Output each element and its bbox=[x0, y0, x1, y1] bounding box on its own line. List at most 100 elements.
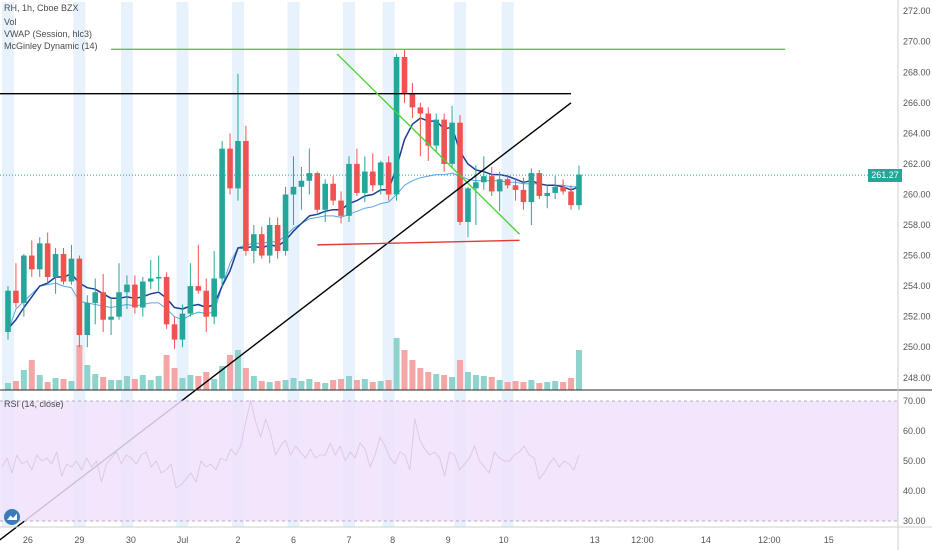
time-tick-label: 8 bbox=[390, 535, 395, 545]
volume-bar bbox=[147, 380, 154, 390]
candle-body bbox=[338, 200, 344, 216]
candle-body bbox=[36, 243, 43, 270]
time-tick-label: 30 bbox=[126, 535, 136, 545]
candle-body bbox=[5, 290, 11, 332]
session-bands bbox=[2, 2, 514, 527]
candle-body bbox=[536, 173, 543, 196]
session-band-8 bbox=[454, 2, 467, 527]
volume-bar bbox=[385, 380, 392, 390]
price-tick-label: 256.00 bbox=[903, 251, 931, 261]
volume-bar bbox=[338, 379, 345, 390]
volume-bar bbox=[536, 383, 543, 390]
volume-bar bbox=[464, 372, 471, 390]
candle-body bbox=[116, 292, 122, 317]
volume-bar bbox=[108, 380, 115, 390]
candle-body bbox=[322, 183, 328, 210]
volume-bar bbox=[322, 383, 329, 390]
candle-body bbox=[512, 185, 519, 190]
volume-bar bbox=[441, 375, 448, 390]
volume-bar bbox=[266, 382, 273, 390]
volume-bar bbox=[330, 380, 337, 390]
rsi-tick-label: 50.00 bbox=[903, 456, 926, 466]
rsi-band-background bbox=[0, 401, 898, 521]
volume-bar bbox=[345, 376, 352, 390]
candle-body bbox=[401, 56, 408, 94]
candle-body bbox=[179, 313, 186, 340]
price-tick-label: 272.00 bbox=[903, 6, 931, 16]
volume-bar bbox=[568, 378, 575, 390]
candle-body bbox=[203, 290, 210, 317]
rsi-tick-label: 70.00 bbox=[903, 396, 926, 406]
candle-body bbox=[274, 225, 281, 251]
volume-bar bbox=[36, 375, 43, 390]
candle-body bbox=[314, 173, 321, 210]
price-tick-label: 270.00 bbox=[903, 37, 931, 47]
volume-bar bbox=[457, 360, 464, 390]
candle-body bbox=[433, 119, 440, 146]
volume-bar bbox=[480, 376, 487, 390]
volume-bar bbox=[282, 380, 289, 390]
volume-bar bbox=[472, 375, 479, 390]
volume-bar bbox=[60, 379, 67, 390]
candle-body bbox=[219, 148, 225, 279]
candle-body bbox=[84, 302, 91, 336]
volume-bar bbox=[234, 350, 241, 390]
candle-body bbox=[385, 162, 392, 195]
time-tick-label: 15 bbox=[824, 535, 834, 545]
candle-body bbox=[171, 324, 178, 340]
time-tick-label: 13 bbox=[590, 535, 600, 545]
volume-bar bbox=[353, 380, 360, 390]
volume-bar bbox=[520, 382, 527, 390]
candle-body bbox=[560, 186, 566, 192]
session-band-3 bbox=[176, 2, 189, 527]
volume-bar bbox=[298, 381, 305, 390]
volume-bar bbox=[227, 355, 234, 390]
rsi-tick-label: 30.00 bbox=[903, 516, 926, 526]
volume-bar bbox=[52, 378, 59, 390]
candle-body bbox=[187, 286, 194, 314]
candle-body bbox=[163, 276, 170, 325]
candle-body bbox=[227, 148, 233, 189]
candle-body bbox=[409, 93, 416, 108]
legend-vwap: VWAP (Session, hlc3) bbox=[4, 29, 93, 39]
candle-body bbox=[76, 258, 83, 336]
volume-bar bbox=[488, 377, 495, 390]
volume-bar bbox=[575, 350, 582, 390]
volume-bar bbox=[123, 376, 130, 390]
session-band-5 bbox=[287, 2, 300, 527]
volume-bar bbox=[552, 381, 559, 390]
price-tick-label: 248.00 bbox=[903, 373, 931, 383]
candle-body bbox=[457, 122, 463, 222]
session-band-2 bbox=[120, 2, 133, 527]
candle-body bbox=[251, 234, 257, 251]
volume-bar bbox=[274, 381, 281, 390]
candle-body bbox=[449, 122, 455, 164]
candle-body bbox=[211, 278, 217, 317]
candle-body bbox=[488, 176, 495, 192]
volume-bar bbox=[68, 381, 75, 390]
rsi-tick-label: 40.00 bbox=[903, 486, 926, 496]
candle-body bbox=[576, 174, 582, 206]
time-tick-label: 7 bbox=[346, 535, 351, 545]
time-tick-label: Jul bbox=[177, 535, 189, 545]
candle-body bbox=[266, 225, 273, 256]
candle-body bbox=[140, 281, 146, 308]
volume-bar bbox=[44, 382, 51, 390]
volume-bar bbox=[155, 376, 162, 390]
candle-body bbox=[496, 179, 503, 192]
time-tick-label: 14 bbox=[701, 535, 711, 545]
candle-body bbox=[290, 186, 297, 195]
volume-bar bbox=[116, 380, 123, 390]
volume-bar bbox=[171, 368, 178, 390]
volume-bar bbox=[139, 375, 146, 390]
volume-bar bbox=[131, 379, 138, 390]
tradingview-logo-icon[interactable] bbox=[4, 509, 20, 525]
time-tick-label: 6 bbox=[291, 535, 296, 545]
price-tick-label: 258.00 bbox=[903, 220, 931, 230]
session-band-9 bbox=[501, 2, 514, 527]
candle-body bbox=[369, 171, 376, 186]
legend-symbol: RH, 1h, Cboe BZX bbox=[4, 3, 79, 13]
candle-body bbox=[195, 286, 202, 291]
current-price-tag: 261.27 bbox=[868, 168, 902, 182]
